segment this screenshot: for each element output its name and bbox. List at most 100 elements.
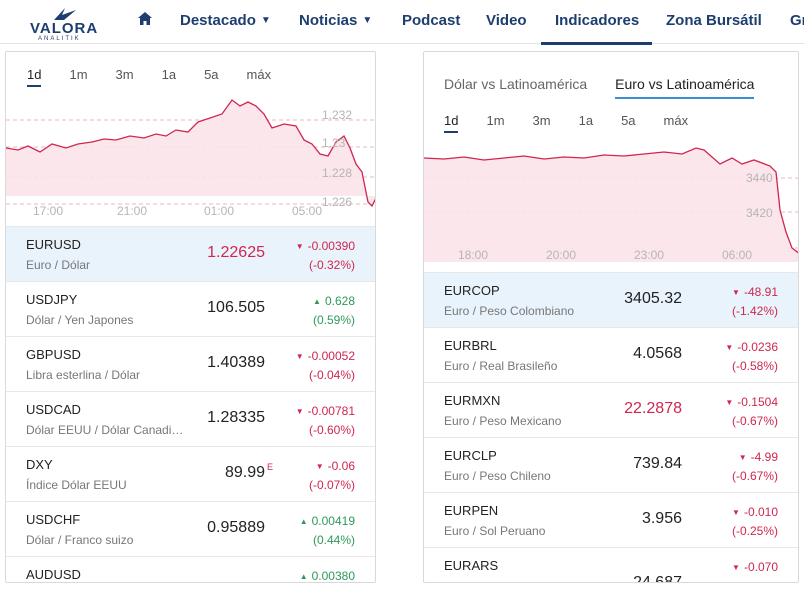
change: ▼ -0.070 [732, 560, 778, 574]
down-arrow-icon: ▼ [725, 343, 734, 352]
y-tick: 3420 [746, 206, 773, 220]
symbol: EURCOP [444, 283, 500, 298]
change: ▼ -0.06 (-0.07%) [308, 459, 355, 492]
range-5a[interactable]: 5a [621, 113, 636, 128]
quote-row-eurmxn[interactable]: EURMXN Euro / Peso Mexicano 22.2878 ▼ -0.… [424, 382, 798, 437]
quote-row-usdjpy[interactable]: USDJPY Dólar / Yen Japones 106.505 ▲ 0.62… [6, 281, 375, 336]
price: 739.84 [633, 455, 682, 472]
symbol: USDCAD [26, 402, 81, 417]
y-tick: 1.232 [322, 108, 353, 122]
symbol: GBPUSD [26, 347, 81, 362]
nav-podcast[interactable]: Podcast [402, 12, 461, 29]
x-tick: 05:00 [292, 204, 323, 218]
price: 0.95889 [207, 519, 265, 536]
quote-row-eurusd[interactable]: EURUSD Euro / Dólar 1.22625 ▼ -0.00390 (-0… [6, 226, 375, 281]
eurusd-chart[interactable]: 1.232 1.23 1.228 1.226 17:00 21:00 01:00… [6, 92, 375, 232]
quote-row-usdchf[interactable]: USDCHF Dólar / Franco suizo 0.95889 ▲ 0.0… [6, 501, 375, 556]
x-tick: 06:00 [722, 248, 753, 262]
nav-noticias[interactable]: Noticias ▼ [299, 12, 373, 29]
tab-dolar-latam[interactable]: Dólar vs Latinoamérica [444, 76, 588, 92]
change: ▼ -0.1504 (-0.67%) [725, 395, 778, 428]
brand-name: VALORA [30, 20, 99, 37]
tab-euro-latam[interactable]: Euro vs Latinoamérica [615, 76, 755, 99]
quote-list: EURCOP Euro / Peso Colombiano 3405.32 ▼ -… [424, 272, 798, 582]
description: Libra esterlina / Dólar [26, 368, 141, 382]
x-tick: 21:00 [117, 204, 148, 218]
quote-row-dxy[interactable]: DXY Índice Dólar EEUU 89.99 E ▼ -0.06 (-0.0… [6, 446, 375, 501]
description: Dólar / Yen Japones [26, 313, 134, 327]
eurcop-chart[interactable]: 3440 3420 18:00 20:00 23:00 06:00 [424, 140, 798, 270]
change: ▲ 0.00419 (0.44%) [299, 514, 355, 547]
quote-row-usdcad[interactable]: USDCAD Dólar EEUU / Dólar Canadiense 1.2… [6, 391, 375, 446]
top-nav: VALORA ANALITIK Destacado ▼ Noticias ▼ Pod… [0, 0, 804, 45]
range-1m[interactable]: 1m [69, 67, 88, 82]
range-3m[interactable]: 3m [532, 113, 551, 128]
x-tick: 17:00 [33, 204, 64, 218]
down-arrow-icon: ▼ [295, 407, 304, 416]
up-arrow-icon: ▲ [299, 517, 308, 526]
change: ▼ -48.91 (-1.42%) [731, 285, 778, 318]
description: Euro / Sol Peruano [444, 524, 546, 538]
y-tick: 3440 [746, 171, 773, 185]
x-tick: 20:00 [546, 248, 577, 262]
change: ▼ -0.00781 (-0.60%) [295, 404, 355, 437]
quote-row-gbpusd[interactable]: GBPUSD Libra esterlina / Dólar 1.40389 ▼… [6, 336, 375, 391]
change: ▲ 0.00380 [299, 569, 355, 583]
down-arrow-icon: ▼ [732, 508, 740, 517]
nav-active-indicator [541, 42, 652, 45]
range-max[interactable]: máx [663, 113, 689, 128]
change: ▼ -0.00390 (-0.32%) [295, 239, 355, 272]
chevron-down-icon: ▼ [260, 15, 271, 26]
up-arrow-icon: ▲ [313, 297, 321, 306]
quote-row-eurcop[interactable]: EURCOP Euro / Peso Colombiano 3405.32 ▼ -… [424, 272, 798, 327]
brand-logo[interactable]: VALORA ANALITIK [30, 6, 98, 42]
nav-indicadores[interactable]: Indicadores [555, 12, 640, 29]
range-1m[interactable]: 1m [486, 113, 505, 128]
nav-zona-bursatil[interactable]: Zona Bursátil [666, 12, 762, 29]
range-1d[interactable]: 1d [444, 113, 459, 133]
range-1d[interactable]: 1d [27, 67, 42, 87]
price: 3.956 [641, 510, 682, 527]
home-icon[interactable] [138, 12, 152, 30]
down-arrow-icon: ▼ [732, 288, 740, 297]
range-5a[interactable]: 5a [204, 67, 219, 82]
range-3m[interactable]: 3m [115, 67, 134, 82]
down-arrow-icon: ▼ [725, 398, 734, 407]
range-selector: 1d 1m 3m 1a 5a máx [27, 67, 299, 87]
description: Euro / Real Brasileño [444, 359, 558, 373]
up-arrow-icon: ▲ [299, 572, 308, 581]
x-tick: 18:00 [458, 248, 489, 262]
nav-video[interactable]: Video [486, 12, 527, 29]
symbol: EURARS [444, 558, 499, 573]
quote-row-eurclp[interactable]: EURCLP Euro / Peso Chileno 739.84 ▼ -4.99… [424, 437, 798, 492]
quote-row-eurpen[interactable]: EURPEN Euro / Sol Peruano 3.956 ▼ -0.010(… [424, 492, 798, 547]
price: 89.99 E [224, 462, 273, 481]
price: 1.28335 [207, 409, 265, 426]
quote-row-eurbrl[interactable]: EURBRL Euro / Real Brasileño 4.0568 ▼ -0.… [424, 327, 798, 382]
description: Dólar / Franco suizo [26, 533, 134, 547]
down-arrow-icon: ▼ [315, 462, 324, 471]
nav-gr[interactable]: Gr [790, 12, 804, 29]
nav-destacado[interactable]: Destacado ▼ [180, 12, 271, 29]
range-max[interactable]: máx [246, 67, 272, 82]
description: Euro / Peso Colombiano [444, 304, 575, 318]
chevron-down-icon: ▼ [362, 15, 373, 26]
change: ▼ -0.010 (-0.25%) [731, 505, 778, 538]
region-tabs: Dólar vs Latinoamérica Euro vs Latinoamé… [444, 76, 782, 99]
estimated-marker: E [266, 462, 273, 472]
symbol: USDJPY [26, 292, 78, 307]
change: ▲ 0.628 (0.59%) [312, 294, 355, 327]
quote-row-eurars[interactable]: EURARS 24.687 ▼ -0.070 [424, 547, 798, 582]
range-selector: 1d 1m 3m 1a 5a máx [444, 113, 716, 133]
symbol: EURMXN [444, 393, 501, 408]
symbol: EURUSD [26, 237, 81, 252]
quote-row-audusd[interactable]: AUDUSD ▲ 0.00380 [6, 556, 375, 583]
range-1a[interactable]: 1a [578, 113, 594, 128]
price: 1.40389 [207, 354, 265, 371]
symbol: AUDUSD [26, 567, 81, 582]
range-1a[interactable]: 1a [161, 67, 177, 82]
price: 3405.32 [624, 290, 682, 307]
description: Euro / Peso Chileno [444, 469, 551, 483]
y-tick: 1.226 [322, 195, 353, 209]
down-arrow-icon: ▼ [732, 563, 740, 572]
